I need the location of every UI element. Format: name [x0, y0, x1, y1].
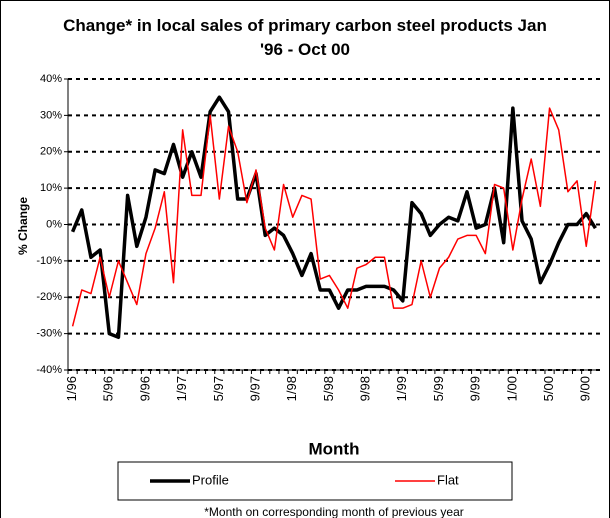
legend-label: Profile	[192, 472, 229, 487]
x-tick-label: 5/99	[431, 376, 446, 401]
x-tick-label: 9/97	[247, 376, 262, 401]
x-tick-label: 1/97	[174, 376, 189, 401]
y-tick-label: -10%	[36, 255, 62, 267]
x-tick-label: 9/96	[137, 376, 152, 401]
y-tick-label: 10%	[40, 182, 62, 194]
x-tick-label: 1/96	[64, 376, 79, 401]
x-tick-label: 9/99	[468, 376, 483, 401]
x-axis-title: Month	[309, 439, 360, 458]
y-tick-label: -40%	[36, 364, 62, 376]
x-tick-label: 5/96	[101, 376, 116, 401]
y-tick-label: 0%	[46, 218, 62, 230]
x-tick-label: 5/97	[211, 376, 226, 401]
y-tick-label: 20%	[40, 146, 62, 158]
x-tick-label: 1/98	[284, 376, 299, 401]
x-tick-label: 9/00	[578, 376, 593, 401]
chart-title: Change* in local sales of primary carbon…	[63, 16, 547, 59]
footnote: *Month on corresponding month of previou…	[204, 505, 463, 518]
x-tick-label: 1/00	[504, 376, 519, 401]
y-tick-label: 40%	[40, 73, 62, 85]
y-tick-label: 30%	[40, 109, 62, 121]
y-axis-title: % Change	[16, 197, 30, 255]
x-tick-label: 5/00	[541, 376, 556, 401]
y-tick-label: -20%	[36, 291, 62, 303]
x-tick-label: 9/98	[358, 376, 373, 401]
x-tick-label: 5/98	[321, 376, 336, 401]
series-line	[71, 107, 597, 327]
legend-box	[117, 461, 513, 501]
x-tick-label: 1/99	[394, 376, 409, 401]
legend-label: Flat	[437, 472, 459, 487]
series-line	[70, 95, 597, 340]
y-tick-label: -30%	[36, 328, 62, 340]
